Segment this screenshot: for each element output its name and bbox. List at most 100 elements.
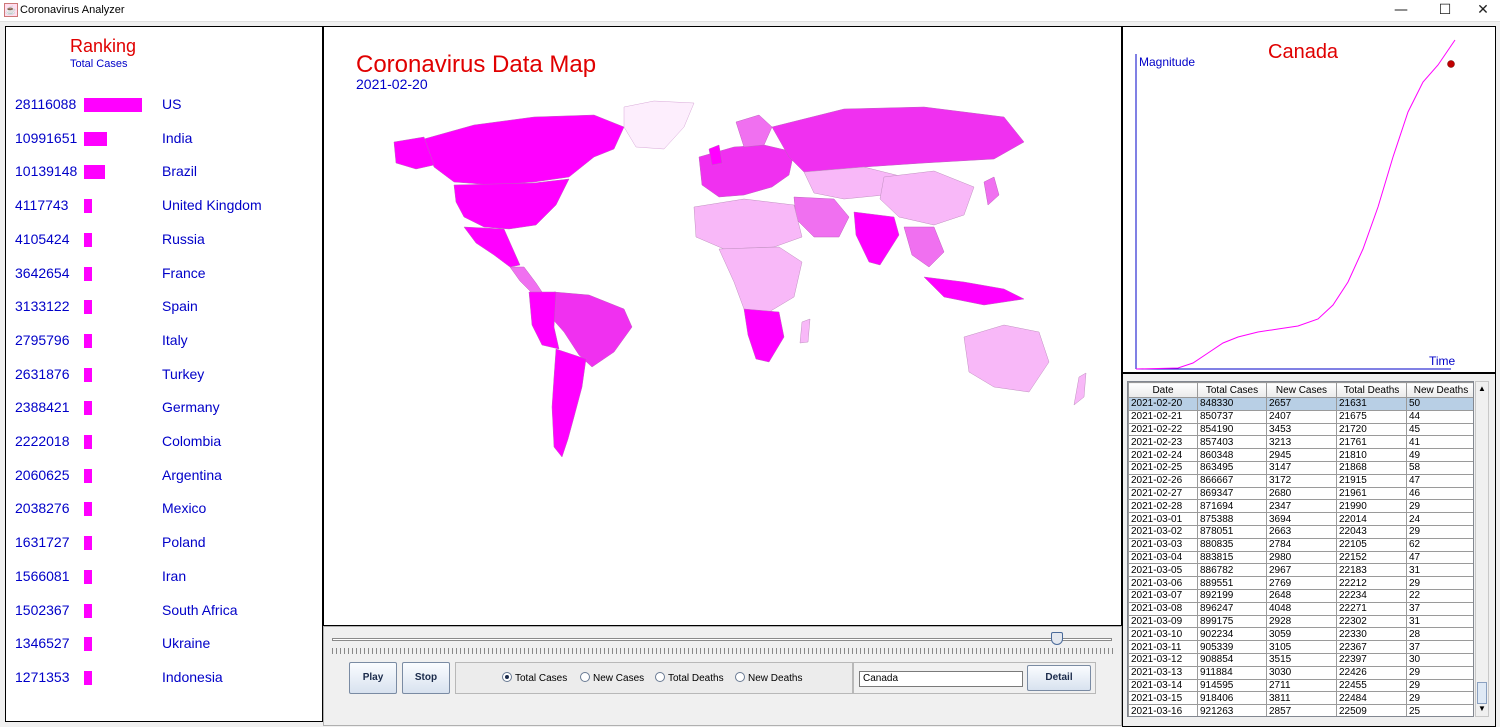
table-cell: 22271	[1336, 601, 1407, 616]
table-row[interactable]: 2021-03-03 880835 2784 22105 62	[1128, 537, 1473, 552]
country-input[interactable]: Canada	[859, 671, 1023, 687]
table-cell: 2021-02-24	[1128, 448, 1198, 462]
ranking-country: Italy	[162, 331, 188, 348]
column-header[interactable]: New Cases	[1266, 382, 1337, 398]
table-cell: 22014	[1336, 512, 1407, 526]
ranking-bar	[84, 536, 92, 551]
map-title: Coronavirus Data Map	[356, 51, 597, 78]
table-cell: 2021-02-21	[1128, 409, 1198, 424]
table-row[interactable]: 2021-02-25 863495 3147 21868 58	[1128, 460, 1473, 475]
table-cell: 869347	[1197, 486, 1267, 501]
table-cell: 2021-03-04	[1128, 550, 1198, 565]
table-row[interactable]: 2021-03-07 892199 2648 22234 22	[1128, 588, 1473, 603]
ranking-value: 1566081	[15, 567, 70, 584]
table-row[interactable]: 2021-02-27 869347 2680 21961 46	[1128, 486, 1473, 501]
map-region-uk	[708, 144, 723, 166]
table-row[interactable]: 2021-02-20 848330 2657 21631 50	[1128, 397, 1473, 411]
table-row[interactable]: 2021-03-09 899175 2928 22302 31	[1128, 614, 1473, 629]
table-cell: 2347	[1266, 499, 1337, 514]
table-row[interactable]: 2021-03-11 905339 3105 22367 37	[1128, 640, 1473, 654]
table-row[interactable]: 2021-02-26 866667 3172 21915 47	[1128, 473, 1473, 488]
ranking-value: 2060625	[15, 466, 70, 483]
close-button[interactable]: ✕	[1477, 2, 1489, 18]
table-cell: 2711	[1266, 678, 1337, 693]
table-cell: 29	[1406, 691, 1473, 706]
radio-total-deaths[interactable]: Total Deaths	[655, 672, 724, 684]
ranking-value: 10139148	[15, 163, 78, 180]
ranking-value: 2222018	[15, 433, 70, 449]
map-region-colombia-peru	[528, 291, 560, 350]
play-button[interactable]: Play	[349, 662, 397, 694]
table-row[interactable]: 2021-03-04 883815 2980 22152 47	[1128, 550, 1473, 565]
ranking-row: 2795796 Italy	[6, 330, 322, 352]
map-region-new-zealand	[1073, 372, 1087, 406]
table-row[interactable]: 2021-03-06 889551 2769 22212 29	[1128, 576, 1473, 590]
ranking-bar	[84, 300, 92, 315]
column-header[interactable]: Total Deaths	[1336, 382, 1407, 398]
table-row[interactable]: 2021-03-08 896247 4048 22271 37	[1128, 601, 1473, 616]
table-cell: 49	[1406, 448, 1473, 462]
ranking-panel: Ranking Total Cases 28116088 US 10991651 In…	[5, 26, 323, 722]
table-row[interactable]: 2021-03-13 911884 3030 22426 29	[1128, 665, 1473, 680]
table-cell: 860348	[1197, 448, 1267, 462]
table-cell: 47	[1406, 473, 1473, 488]
minimize-button[interactable]: —	[1394, 2, 1408, 18]
table-cell: 30	[1406, 652, 1473, 667]
table-row[interactable]: 2021-03-10 902234 3059 22330 28	[1128, 627, 1473, 642]
table-row[interactable]: 2021-02-23 857403 3213 21761 41	[1128, 435, 1473, 450]
table-row[interactable]: 2021-03-05 886782 2967 22183 31	[1128, 563, 1473, 578]
table-cell: 2857	[1266, 704, 1337, 716]
table-cell: 37	[1406, 601, 1473, 616]
table-row[interactable]: 2021-02-28 871694 2347 21990 29	[1128, 499, 1473, 514]
chart-x-label: Time	[1429, 354, 1456, 368]
column-header[interactable]: New Deaths	[1406, 382, 1473, 398]
table-cell: 2680	[1266, 486, 1337, 501]
table-cell: 2967	[1266, 563, 1337, 578]
map-panel: Coronavirus Data Map 2021-02-20	[323, 26, 1122, 626]
radio-new-cases[interactable]: New Cases	[580, 672, 644, 684]
column-header[interactable]: Date	[1128, 382, 1198, 398]
table-cell: 2021-03-03	[1128, 537, 1198, 552]
maximize-button[interactable]: ☐	[1438, 2, 1452, 18]
table-row[interactable]: 2021-03-16 921263 2857 22509 25	[1128, 704, 1473, 716]
map-region-madagascar	[799, 318, 811, 344]
scroll-up-icon[interactable]: ▲	[1478, 384, 1486, 393]
table-row[interactable]: 2021-02-24 860348 2945 21810 49	[1128, 448, 1473, 462]
timeline-slider-thumb[interactable]	[1051, 632, 1064, 645]
table-row[interactable]: 2021-03-12 908854 3515 22397 30	[1128, 652, 1473, 667]
scroll-down-icon[interactable]: ▼	[1478, 704, 1486, 713]
table-cell: 2769	[1266, 576, 1337, 590]
ranking-bar	[84, 165, 105, 180]
current-date-marker	[1447, 60, 1455, 68]
detail-button[interactable]: Detail	[1027, 665, 1091, 691]
table-row[interactable]: 2021-03-01 875388 3694 22014 24	[1128, 512, 1473, 526]
data-table[interactable]: Date Total Cases New Cases Total Deaths New …	[1127, 381, 1474, 717]
ranking-country: Colombia	[162, 433, 222, 449]
table-cell: 899175	[1197, 614, 1267, 629]
map-region-alaska	[393, 136, 435, 170]
table-cell: 892199	[1197, 588, 1267, 603]
table-row[interactable]: 2021-02-21 850737 2407 21675 44	[1128, 409, 1473, 424]
window-title: Coronavirus Analyzer	[20, 4, 125, 16]
timeline-slider-track[interactable]	[332, 638, 1112, 641]
table-row[interactable]: 2021-03-14 914595 2711 22455 29	[1128, 678, 1473, 693]
radio-total-cases[interactable]: Total Cases	[502, 672, 567, 684]
table-cell: 896247	[1197, 601, 1267, 616]
table-cell: 850737	[1197, 409, 1267, 424]
table-row[interactable]: 2021-03-02 878051 2663 22043 29	[1128, 524, 1473, 539]
table-cell: 24	[1406, 512, 1473, 526]
table-cell: 902234	[1197, 627, 1267, 642]
scrollbar-thumb[interactable]	[1477, 682, 1487, 704]
table-row[interactable]: 2021-02-22 854190 3453 21720 45	[1128, 422, 1473, 437]
table-cell: 878051	[1197, 524, 1267, 539]
radio-new-deaths[interactable]: New Deaths	[735, 672, 802, 684]
ranking-country: South Africa	[162, 601, 238, 618]
data-table-panel: Date Total Cases New Cases Total Deaths New …	[1122, 373, 1496, 727]
stop-button[interactable]: Stop	[402, 662, 450, 694]
table-row[interactable]: 2021-03-15 918406 3811 22484 29	[1128, 691, 1473, 706]
map-region-south-africa	[743, 308, 785, 363]
column-header[interactable]: Total Cases	[1197, 382, 1267, 398]
ranking-value: 2795796	[15, 331, 70, 348]
world-map[interactable]	[324, 87, 1121, 507]
table-scrollbar[interactable]: ▲ ▼	[1475, 381, 1489, 717]
